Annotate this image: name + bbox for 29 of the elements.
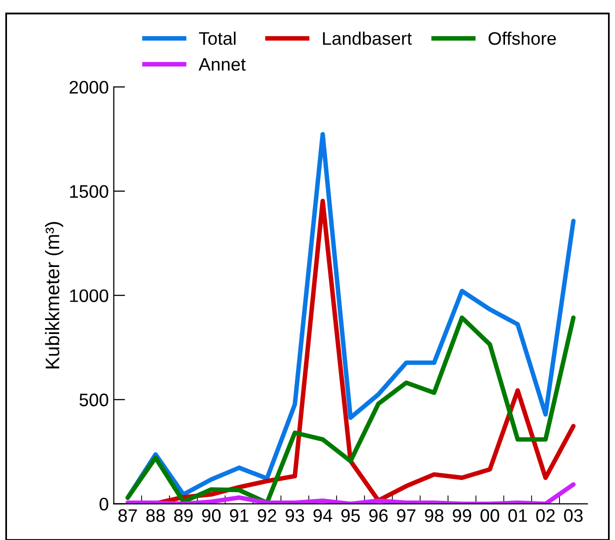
y-axis-title: Kubikkmeter (m³): [45, 222, 64, 368]
legend-label: Offshore: [488, 32, 556, 45]
x-tick-label: 99: [452, 509, 472, 522]
y-tick-label: 2000: [70, 80, 108, 94]
x-tick-label: 02: [536, 509, 555, 522]
x-tick-label: 00: [480, 509, 500, 522]
x-tick-label: 93: [286, 509, 304, 522]
y-tick-label: 0: [100, 498, 108, 511]
x-tick-label: 98: [424, 509, 444, 522]
legend-label: Total: [198, 32, 236, 45]
x-tick-label: 95: [341, 509, 360, 522]
legend-label: Landbasert: [323, 32, 412, 45]
x-tick-label: 03: [564, 509, 583, 522]
x-tick-label: 91: [230, 509, 248, 522]
line-series: [125, 315, 576, 504]
x-tick-label: 87: [118, 509, 137, 522]
x-tick-label: 92: [258, 509, 276, 522]
y-tick-label: 1500: [70, 185, 108, 198]
x-tick-label: 90: [202, 509, 221, 522]
x-tick-label: 97: [397, 509, 416, 522]
line-series: [125, 482, 576, 504]
x-tick-label: 96: [369, 509, 388, 522]
x-tick-label: 88: [146, 509, 165, 522]
x-tick-label: 94: [314, 509, 332, 522]
y-tick-label: 500: [80, 394, 108, 406]
legend-label: Annet: [198, 58, 246, 71]
y-tick-label: 1000: [70, 289, 108, 302]
x-tick-label: 89: [174, 509, 193, 522]
x-tick-label: 01: [508, 509, 527, 522]
